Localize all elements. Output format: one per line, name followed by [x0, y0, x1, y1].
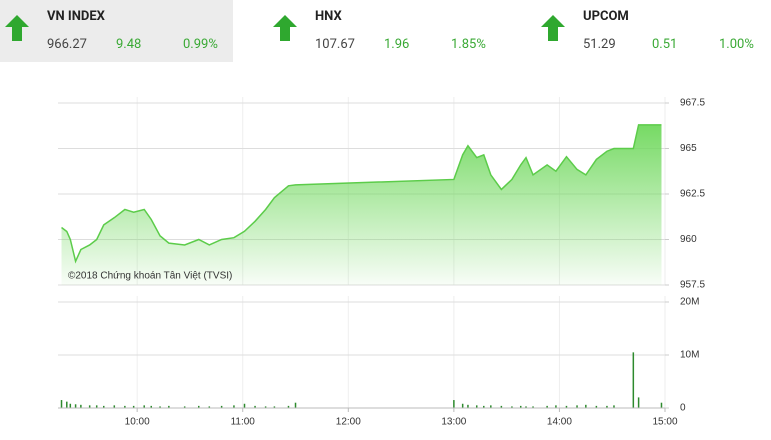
volume-bar — [613, 405, 615, 408]
volume-bar — [467, 404, 469, 408]
volume-bar — [74, 404, 77, 408]
volume-bar — [143, 405, 145, 408]
volume-bar — [198, 405, 200, 408]
x-tick-label: 14:00 — [547, 417, 572, 428]
volume-bar — [60, 400, 63, 408]
y-tick-label: 957.5 — [680, 280, 705, 291]
index-value: 51.29 — [583, 37, 616, 52]
volume-bar — [511, 406, 513, 408]
volume-bar — [294, 402, 297, 408]
y-tick-label: 20M — [680, 297, 699, 308]
index-name: VN INDEX — [47, 9, 105, 24]
index-tile: VN INDEX 966.27 9.48 0.99% — [0, 0, 233, 62]
volume-bar — [555, 405, 557, 408]
volume-bar — [490, 405, 492, 408]
price-line — [61, 124, 662, 264]
volume-bar — [264, 406, 267, 408]
volume-bar — [632, 352, 635, 408]
volume-bar — [254, 405, 256, 408]
index-tile: HNX 107.67 1.96 1.85% — [268, 0, 518, 62]
volume-bar — [287, 405, 290, 408]
volume-bar — [532, 406, 534, 408]
y-tick-label: 962.5 — [680, 189, 705, 200]
volume-bar — [273, 406, 276, 408]
x-tick-label: 15:00 — [652, 417, 677, 428]
volume-bar — [208, 406, 211, 408]
x-tick-label: 11:00 — [231, 417, 256, 428]
volume-bar — [220, 405, 223, 408]
index-change: 1.96 — [384, 37, 410, 52]
volume-bar — [233, 405, 235, 408]
volume-bar — [585, 404, 587, 408]
volume-bar — [159, 406, 161, 408]
y-tick-label: 10M — [680, 350, 699, 361]
volume-bar — [453, 400, 455, 408]
volume-bar — [483, 405, 485, 408]
x-tick-label: 12:00 — [336, 417, 361, 428]
volume-bar — [660, 402, 663, 408]
index-percent: 1.00% — [719, 37, 754, 52]
x-tick-label: 10:00 — [125, 417, 150, 428]
index-change: 0.51 — [652, 37, 678, 52]
volume-bar — [80, 404, 82, 408]
index-percent: 0.99% — [183, 37, 218, 52]
volume-bar — [637, 397, 640, 408]
volume-bar — [243, 403, 246, 408]
volume-bar — [124, 405, 126, 408]
up-arrow — [273, 15, 297, 41]
volume-bar — [95, 405, 98, 408]
area-fill — [61, 124, 662, 285]
volume-bar — [113, 405, 116, 408]
index-percent: 1.85% — [451, 37, 486, 52]
index-value: 966.27 — [47, 37, 87, 52]
volume-bar — [69, 403, 72, 408]
index-change: 9.48 — [116, 37, 142, 52]
volume-bar — [183, 406, 186, 408]
volume-bar — [66, 401, 68, 408]
volume-bar — [88, 405, 91, 408]
volume-bar — [525, 406, 527, 408]
index-name: UPCOM — [583, 9, 629, 24]
index-value: 107.67 — [315, 37, 355, 52]
volume-bar — [606, 405, 608, 408]
volume-bar — [565, 405, 568, 408]
up-arrow — [541, 15, 565, 41]
volume-bar — [475, 405, 478, 408]
y-tick-label: 960 — [680, 234, 697, 245]
x-tick-label: 13:00 — [441, 417, 466, 428]
volume-bar — [132, 405, 135, 408]
index-name: HNX — [315, 9, 342, 24]
y-tick-label: 967.5 — [680, 98, 705, 109]
volume-bar — [150, 405, 152, 408]
volume-bar — [595, 405, 598, 408]
volume-bar — [500, 405, 503, 408]
up-arrow — [5, 15, 29, 41]
y-tick-label: 0 — [680, 403, 686, 414]
volume-bar — [576, 405, 578, 408]
volume-bar — [519, 405, 522, 408]
watermark: ©2018 Chứng khoán Tân Việt (TVSI) — [68, 271, 232, 282]
volume-bar — [168, 405, 170, 408]
y-tick-label: 965 — [680, 143, 697, 154]
volume-bar — [102, 405, 105, 408]
volume-bar — [461, 403, 464, 408]
index-tiles: VN INDEX 966.27 9.48 0.99% HNX 107.67 1.96 1.85… — [0, 0, 771, 62]
volume-bar — [546, 405, 548, 408]
index-tile: UPCOM 51.29 0.51 1.00% — [536, 0, 771, 62]
